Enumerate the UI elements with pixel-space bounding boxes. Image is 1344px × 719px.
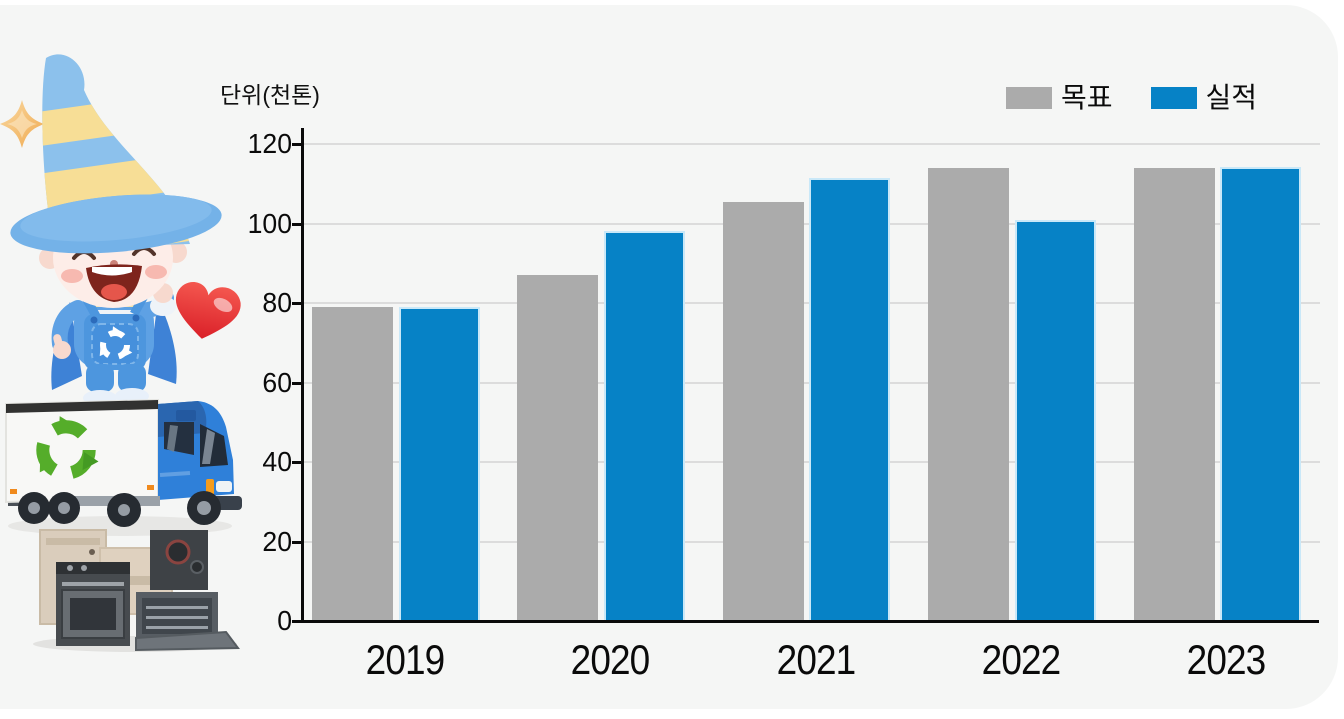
bar-actual-2021 <box>809 177 891 621</box>
y-tick-label: 80 <box>262 287 292 318</box>
recycling-truck <box>5 398 242 536</box>
legend-item-actual: 실적 <box>1150 82 1258 113</box>
legend: 목표 실적 <box>1006 84 1257 112</box>
plot-area <box>303 143 1320 621</box>
x-tick-label: 2023 <box>1186 636 1267 683</box>
heart-icon <box>176 282 241 339</box>
y-tick-label: 20 <box>262 525 292 557</box>
legend-label: 목표 <box>1061 82 1113 113</box>
y-tick-mark <box>292 461 301 464</box>
legend-swatch <box>1150 87 1197 109</box>
bar-actual-2020 <box>603 231 685 621</box>
x-tick-label: 2019 <box>365 636 445 683</box>
y-tick-label: 100 <box>247 207 292 239</box>
bar-target-2022 <box>928 167 1010 621</box>
y-tick-label: 40 <box>262 446 292 477</box>
y-tick-mark <box>292 302 301 305</box>
y-tick-mark <box>292 143 301 146</box>
bar-actual-2023 <box>1220 166 1302 621</box>
bar-target-2023 <box>1133 167 1215 621</box>
sparkle-icon <box>0 100 44 148</box>
recycle-patch-icon <box>91 323 139 365</box>
bar-target-2019 <box>312 306 393 621</box>
discarded-appliances <box>33 529 240 652</box>
y-tick-mark <box>292 222 301 226</box>
legend-swatch <box>1006 87 1052 109</box>
wizard-hat <box>10 54 222 254</box>
mascot-illustration <box>0 54 242 652</box>
legend-item-target: 목표 <box>1006 84 1113 112</box>
y-axis <box>301 128 304 623</box>
y-tick-mark <box>292 381 301 385</box>
wizard-character <box>10 54 222 406</box>
gridline <box>303 143 1320 145</box>
x-axis <box>301 620 1319 623</box>
x-tick-label: 2022 <box>981 636 1062 683</box>
y-tick-label: 60 <box>262 366 292 398</box>
legend-label: 실적 <box>1205 82 1258 113</box>
unit-label: 단위(천톤) <box>220 82 320 108</box>
y-tick-label: 120 <box>247 128 292 159</box>
x-tick-label: 2021 <box>776 636 856 683</box>
bar-actual-2022 <box>1014 219 1096 621</box>
y-tick-label: 0 <box>277 605 292 636</box>
bar-actual-2019 <box>398 306 480 621</box>
bar-target-2020 <box>517 275 599 621</box>
y-tick-mark <box>292 620 301 623</box>
x-tick-label: 2020 <box>570 636 651 683</box>
y-tick-mark <box>292 540 301 544</box>
bar-target-2021 <box>722 201 804 621</box>
